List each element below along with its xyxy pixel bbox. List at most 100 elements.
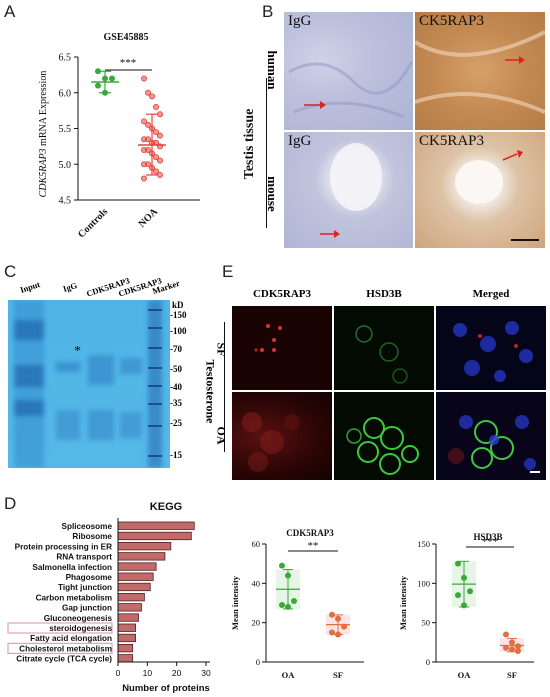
panel-a-point	[148, 150, 155, 157]
panel-a-x-label-noa: NOA	[137, 206, 161, 230]
hsd-point	[503, 644, 509, 651]
panel-a-point	[144, 136, 151, 143]
panel-a-y-tick-label: 6.5	[59, 53, 72, 64]
kegg-category-label: Ribosome	[72, 532, 112, 541]
kegg-x-tick-label: 10	[143, 668, 153, 678]
hsd-point	[509, 646, 515, 653]
panel-c-star: *	[74, 344, 81, 359]
if-sf-cdk5rap3	[232, 306, 332, 390]
panel-c-marker-label: -40	[170, 382, 182, 392]
cdk-point	[335, 615, 341, 622]
cdk-point	[285, 603, 291, 610]
panel-a-chart: GSE45885 6.5 6.0 5.5 5.0 4.5 CDK5RAP3 mRNA E…	[38, 32, 200, 240]
ihc-label-human-ck5rap3: CK5RAP3	[419, 13, 485, 29]
cdk-point	[279, 562, 285, 569]
cdk-title: CDK5RAP3	[286, 528, 334, 538]
panel-c-marker-label: -35	[170, 398, 182, 408]
hsd-x-label-oa: OA	[458, 670, 472, 680]
hsd-y-ticks: 150 100 50 0	[417, 539, 436, 667]
panel-a-point	[148, 93, 155, 100]
kegg-bar	[117, 572, 154, 581]
cdk-point	[329, 611, 335, 618]
panel-c-marker-label: -100	[170, 326, 187, 336]
hsd-y-tick-label: 150	[417, 539, 430, 549]
kegg-category-label: Spliceosome	[61, 522, 112, 531]
kegg-category-label: Gap junction	[62, 604, 112, 613]
hsd-title: HSD3B	[473, 532, 502, 542]
if-oa-merged	[436, 392, 546, 480]
panel-a-point	[152, 139, 159, 146]
panel-a-y-ticks: 6.5 6.0 5.5 5.0 4.5	[59, 53, 78, 207]
panel-a-y-tick-label: 6.0	[59, 88, 72, 99]
cdk-point	[279, 601, 285, 608]
kegg-x-tick-label: 20	[172, 668, 182, 678]
panel-a-point	[102, 89, 109, 96]
panel-a-point	[148, 125, 155, 132]
if-sf-merged	[436, 306, 546, 390]
kegg-category-label: steroidogenesis	[49, 624, 112, 633]
kegg-x-label: Number of proteins	[122, 683, 210, 694]
kegg-x-tick-label: 0	[116, 668, 121, 678]
panel-a-point	[102, 75, 109, 82]
panel-b-side-label: Testis tissue	[242, 108, 257, 180]
panel-e-col-label-hsd3b: HSD3B	[366, 288, 402, 300]
hsd-point	[509, 639, 515, 646]
panel-a-point	[156, 157, 163, 164]
panel-a-significance: ***	[120, 57, 137, 69]
panel-a-point	[156, 111, 163, 118]
kegg-bar	[117, 562, 157, 571]
panel-a-point	[140, 118, 147, 125]
cdk-y-label: Mean intensity	[230, 575, 240, 630]
panel-a-point	[156, 171, 163, 178]
hsd-point	[455, 592, 461, 599]
kegg-bar	[117, 613, 139, 622]
panel-c-letter: C	[4, 262, 17, 281]
if-sf-hsd3b	[334, 306, 434, 390]
panel-e-letter: E	[222, 262, 234, 281]
kegg-bar	[117, 542, 172, 551]
kegg-bar	[117, 633, 137, 643]
panel-e-row-label-oa: OA	[214, 426, 229, 445]
panel-d-letter: D	[4, 494, 17, 513]
panel-a-point	[95, 68, 102, 75]
panel-e-col-label-merged: Merged	[472, 288, 510, 300]
kegg-category-label: Carbon metabolism	[36, 593, 112, 602]
cdk-point	[285, 572, 291, 579]
panel-c-marker-label: -15	[170, 450, 182, 460]
panel-a-point	[152, 129, 159, 136]
cdk-point	[341, 623, 347, 630]
panel-a-point	[144, 161, 151, 168]
hsd-point	[515, 647, 521, 654]
cdk-y-tick-label: 60	[252, 539, 261, 549]
panel-a-letter: A	[4, 2, 16, 21]
panel-a-title: GSE45885	[103, 32, 148, 43]
hsd-y-tick-label: 50	[422, 618, 431, 628]
kegg-category-label: Salmonella infection	[32, 563, 112, 572]
panel-a-point	[144, 121, 151, 128]
if-oa-cdk5rap3	[232, 392, 332, 480]
panel-c-kd-label: kD	[172, 300, 184, 310]
cdk-y-tick-label: 0	[256, 657, 260, 667]
panel-a-point	[156, 143, 163, 150]
kegg-category-label: Fatty acid elongation	[30, 634, 112, 643]
panel-a-point	[109, 75, 116, 82]
panel-e-divider	[224, 322, 225, 452]
panel-c-gel: *	[8, 300, 170, 468]
hsd-point	[503, 631, 509, 638]
kegg-bar	[117, 582, 151, 592]
panel-b-letter: B	[262, 2, 274, 21]
panel-a-point	[152, 154, 159, 161]
cdk-point	[291, 598, 297, 605]
ihc-mouse-igg: IgG	[284, 132, 413, 248]
kegg-bar	[117, 623, 137, 632]
hsd-point	[455, 560, 461, 567]
panel-a-y-tick-label: 4.5	[59, 196, 72, 207]
kegg-x-ticks: 0 10 20 30	[116, 662, 211, 678]
panel-a-point	[140, 75, 147, 82]
cdk-x-label-sf: SF	[333, 670, 343, 680]
kegg-category-label: Cholesterol metabolism	[19, 644, 112, 653]
hsd-point	[467, 588, 473, 595]
panel-d-cdk-chart: CDK5RAP3 60 40 20 0 Mean intensity ** OA SF	[230, 528, 364, 680]
kegg-x-tick-label: 30	[201, 668, 211, 678]
